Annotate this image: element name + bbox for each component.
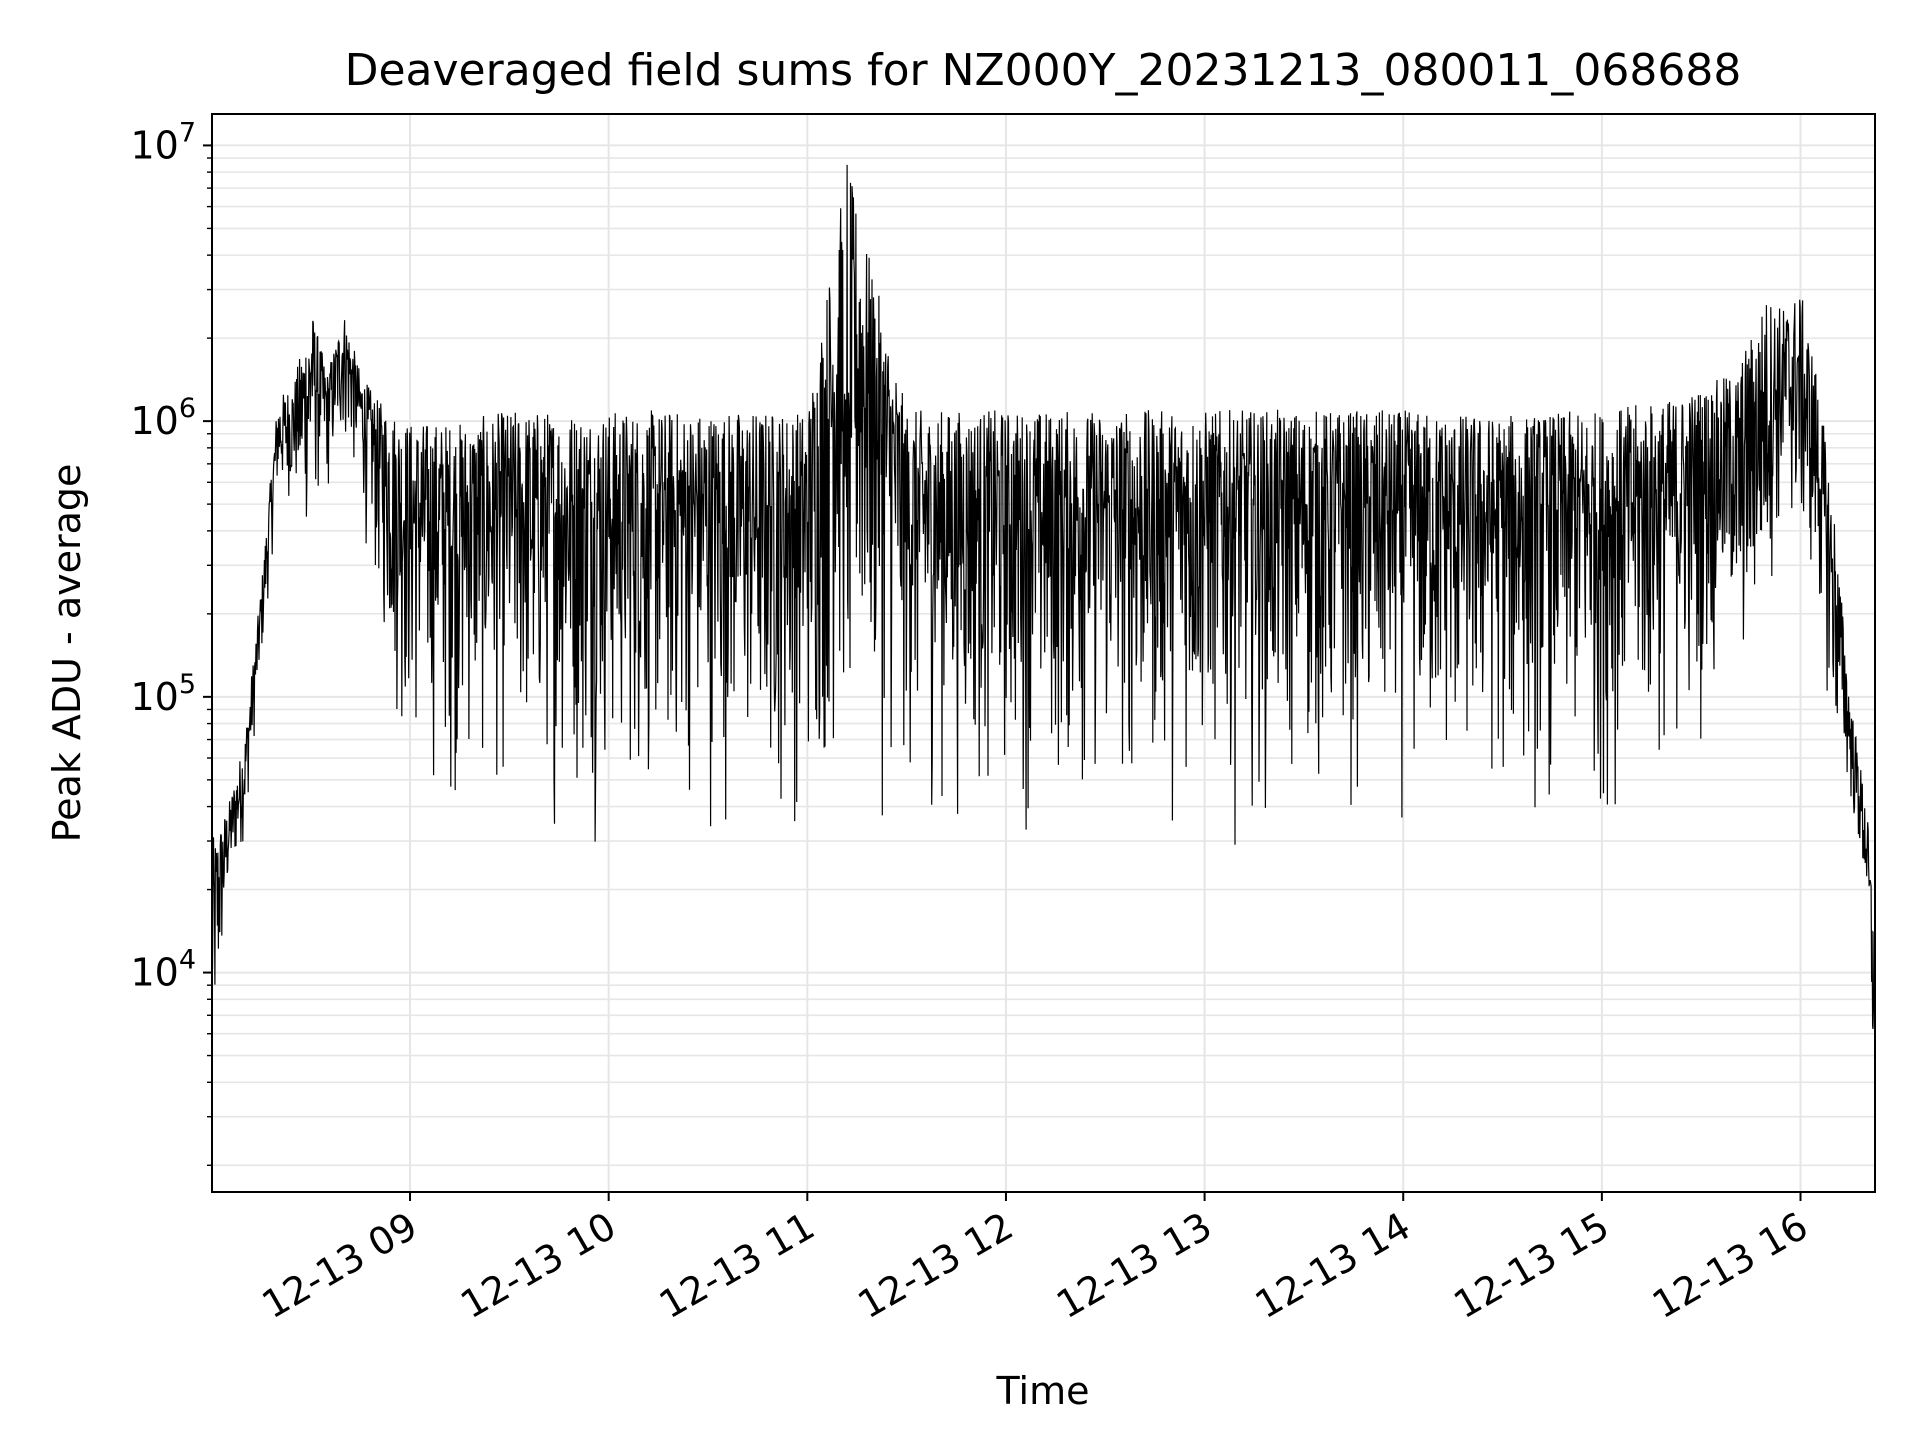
series: [211, 164, 1876, 1030]
grid: [212, 114, 1875, 1192]
series-line: [211, 164, 1876, 1030]
chart-title: Deaveraged field sums for NZ000Y_2023121…: [345, 45, 1742, 96]
y-tick-label: 105: [130, 669, 196, 719]
y-axis-label: Peak ADU - average: [45, 464, 89, 843]
y-tick-label: 106: [130, 393, 196, 443]
x-axis-label: Time: [996, 1369, 1090, 1413]
y-tick-label: 104: [130, 945, 196, 995]
y-tick-label: 107: [130, 117, 196, 167]
plot-frame: [211, 113, 1876, 1193]
y-axis: 104 105 106 107: [130, 117, 212, 1166]
